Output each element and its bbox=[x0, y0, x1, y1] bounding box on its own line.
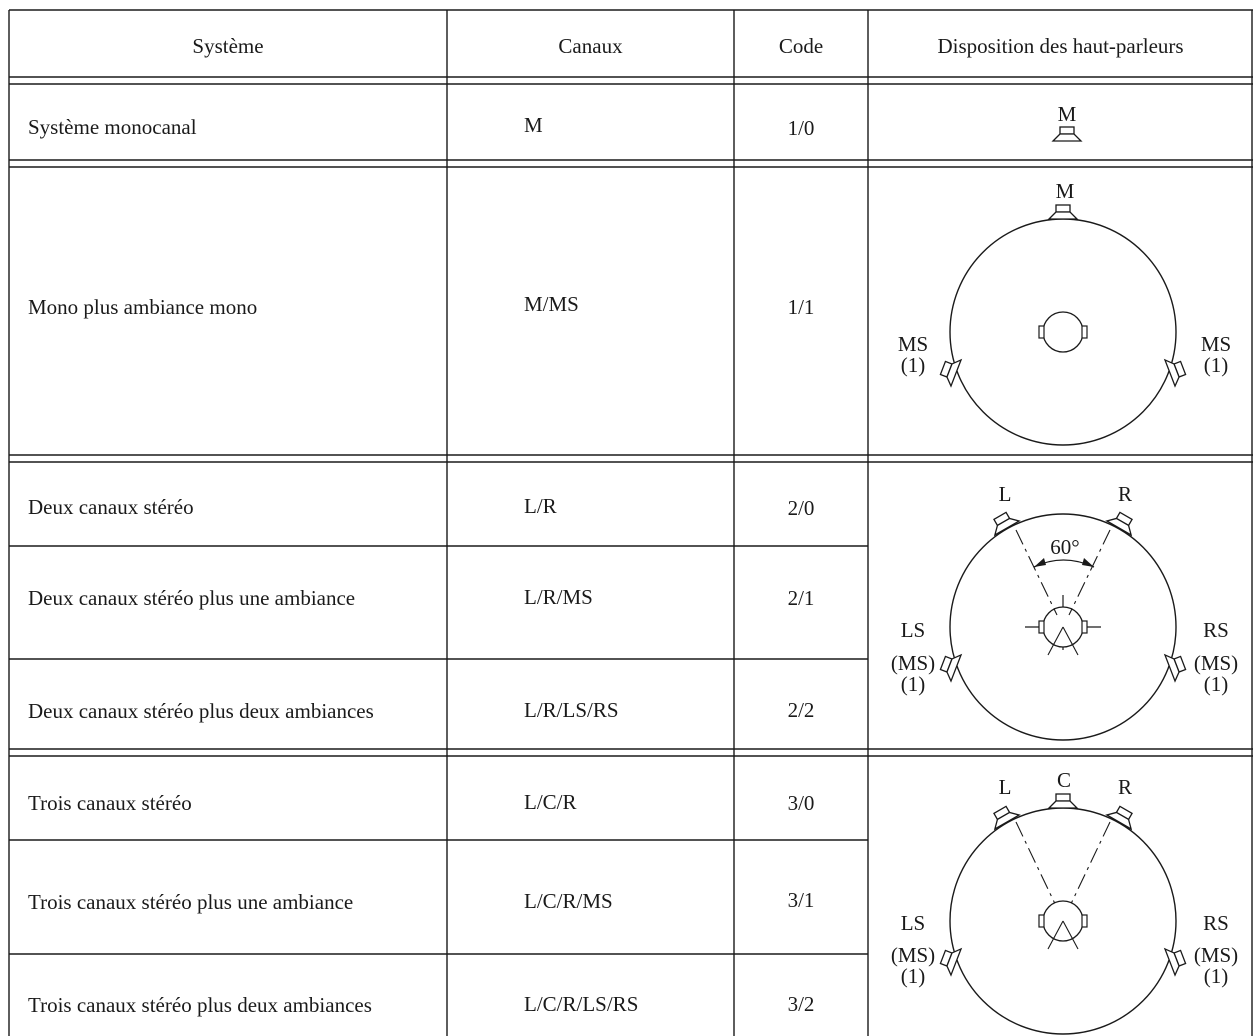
row-2-system: Mono plus ambiance mono bbox=[28, 295, 258, 319]
row-3-code: 2/0 bbox=[787, 496, 815, 520]
diagram-two-channel-label-r: R bbox=[1117, 482, 1132, 506]
row-1-channels: M bbox=[524, 113, 543, 137]
header-code: Code bbox=[778, 34, 824, 58]
row-4-code: 2/1 bbox=[787, 586, 815, 610]
header-layout: Disposition des haut-parleurs bbox=[937, 34, 1184, 58]
diagram-three-channel-ms-right: (MS) bbox=[1193, 943, 1239, 967]
row-8-channels: L/C/R/LS/RS bbox=[524, 992, 639, 1016]
row-2-code: 1/1 bbox=[787, 295, 815, 319]
header-channels: Canaux bbox=[558, 34, 623, 58]
row-2-channels: M/MS bbox=[524, 292, 579, 316]
diagram-three-channel-label-rs: RS bbox=[1203, 911, 1229, 935]
diagram-mono-ambiance-note-right: (1) bbox=[1203, 353, 1229, 377]
row-6-channels: L/C/R bbox=[524, 790, 577, 814]
diagram-three-channel-note-left: (1) bbox=[900, 964, 926, 988]
diagram-two-channel-label-l: L bbox=[998, 482, 1012, 506]
row-7-code: 3/1 bbox=[787, 888, 815, 912]
row-3-system: Deux canaux stéréo bbox=[28, 495, 194, 519]
diagram-two-channel-ms-left: (MS) bbox=[890, 651, 936, 675]
diagram-mono-ambiance-label-m: M bbox=[1055, 179, 1075, 203]
diagram-two-channel-label-ls: LS bbox=[900, 618, 926, 642]
diagram-three-channel-ms-left: (MS) bbox=[890, 943, 936, 967]
row-5-code: 2/2 bbox=[787, 698, 815, 722]
diagram-three-channel-note-right: (1) bbox=[1203, 964, 1229, 988]
diagram-mono-ambiance-label-ms-left: MS bbox=[897, 332, 929, 356]
diagram-two-channel-label-rs: RS bbox=[1203, 618, 1229, 642]
row-5-system: Deux canaux stéréo plus deux ambiances bbox=[28, 699, 374, 723]
diagram-two-channel-note-right: (1) bbox=[1203, 672, 1229, 696]
diagram-three-channel-label-c: C bbox=[1056, 768, 1071, 792]
row-7-channels: L/C/R/MS bbox=[524, 889, 613, 913]
row-4-channels: L/R/MS bbox=[524, 585, 593, 609]
row-1-code: 1/0 bbox=[787, 116, 815, 140]
row-8-system: Trois canaux stéréo plus deux ambiances bbox=[28, 993, 372, 1017]
row-3-channels: L/R bbox=[524, 494, 557, 518]
row-5-channels: L/R/LS/RS bbox=[524, 698, 619, 722]
diagram-three-channel-label-l: L bbox=[998, 775, 1012, 799]
row-6-system: Trois canaux stéréo bbox=[28, 791, 192, 815]
diagram-three-channel-label-ls: LS bbox=[900, 911, 926, 935]
diagram-three-channel-label-r: R bbox=[1117, 775, 1132, 799]
header-system: Système bbox=[192, 34, 264, 58]
diagram-mono-ambiance-note-left: (1) bbox=[900, 353, 926, 377]
row-8-code: 3/2 bbox=[787, 992, 815, 1016]
diagram-two-channel-note-left: (1) bbox=[900, 672, 926, 696]
diagram-two-channel-ms-right: (MS) bbox=[1193, 651, 1239, 675]
diagram-mono-ambiance-label-ms-right: MS bbox=[1200, 332, 1232, 356]
row-1-system: Système monocanal bbox=[28, 115, 197, 139]
diagram-two-channel-angle: 60° bbox=[1050, 535, 1080, 559]
row-4-system: Deux canaux stéréo plus une ambiance bbox=[28, 586, 356, 610]
row-6-code: 3/0 bbox=[787, 791, 815, 815]
diagram-mono-label-m: M bbox=[1057, 102, 1077, 126]
row-7-system: Trois canaux stéréo plus une ambiance bbox=[28, 890, 354, 914]
